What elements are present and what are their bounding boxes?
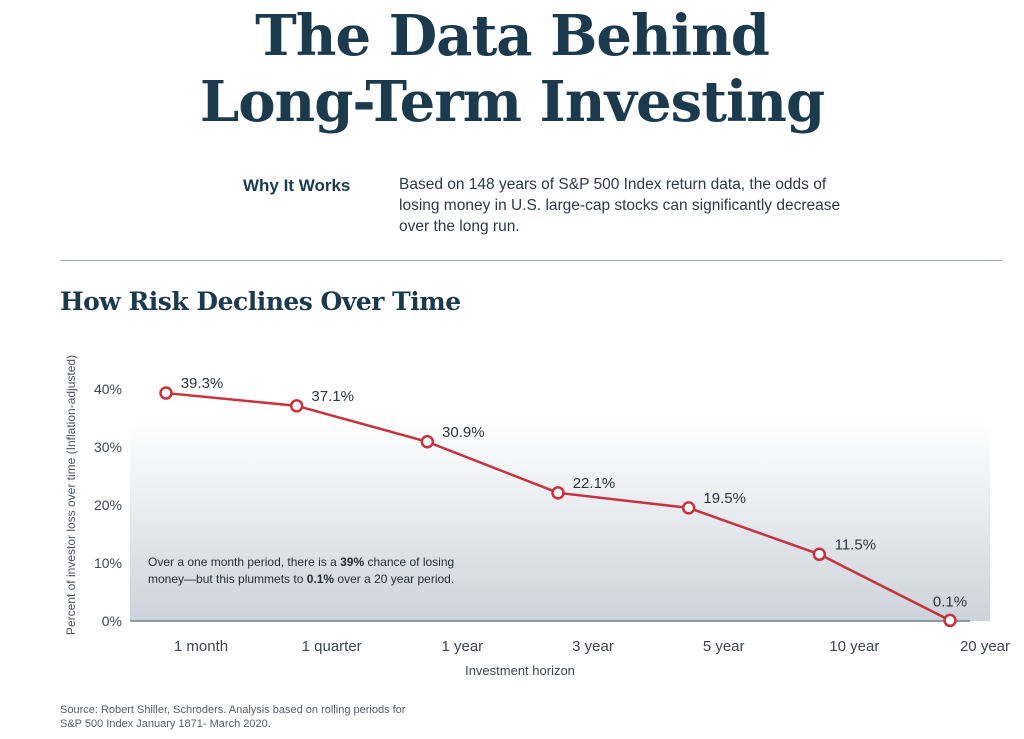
y-tick-label: 30% (94, 439, 122, 455)
x-tick-label: 20 year (960, 638, 1010, 655)
plot-background (130, 420, 990, 621)
data-point (812, 547, 827, 562)
note-text: Over a one month period, there is a (148, 555, 341, 569)
x-tick-label: 5 year (703, 638, 745, 655)
title-line-2: Long-Term Investing (199, 69, 825, 135)
y-tick-label: 10% (94, 555, 122, 571)
note-text: chance of losing money—but this plummets… (148, 555, 455, 586)
y-tick-label: 0% (102, 613, 122, 629)
data-point (289, 399, 304, 413)
divider (60, 260, 1002, 261)
intro-text: Based on 148 years of S&P 500 Index retu… (399, 176, 841, 235)
x-tick-label: 1 quarter (302, 638, 362, 655)
data-point (159, 386, 173, 400)
data-label: 22.1% (573, 475, 616, 492)
x-tick-label: 3 year (572, 638, 614, 655)
x-axis-label: Investment horizon (465, 663, 575, 678)
x-tick-label: 10 year (829, 638, 879, 655)
data-point (551, 486, 565, 500)
y-tick-label: 20% (94, 497, 122, 513)
note-bold-01: 0.1% (306, 572, 335, 586)
source-note: Source: Robert Shiller, Schroders. Analy… (60, 704, 406, 730)
x-tick-label: 1 year (441, 638, 483, 655)
chart-title: How Risk Declines Over Time (60, 287, 461, 316)
data-label: 37.1% (311, 388, 354, 405)
note-text: over a 20 year period. (334, 572, 455, 586)
y-axis-label: Percent of investor loss over time (Infl… (64, 355, 78, 635)
data-label: 19.5% (703, 490, 746, 507)
title-line-1: The Data Behind (255, 3, 770, 69)
note-bold-39: 39% (340, 555, 365, 569)
x-tick-label: 1 month (174, 638, 228, 655)
annotation-note: Over a one month period, there is a 39% … (148, 554, 458, 588)
data-point (681, 501, 696, 515)
data-label: 30.9% (442, 424, 485, 441)
data-label: 0.1% (933, 593, 967, 610)
data-point (420, 435, 435, 449)
why-it-works-label: Why It Works (243, 176, 351, 195)
data-label: 11.5% (835, 536, 876, 553)
data-label: 39.3% (181, 375, 224, 392)
y-tick-label: 40% (94, 381, 122, 397)
data-point (943, 613, 957, 628)
